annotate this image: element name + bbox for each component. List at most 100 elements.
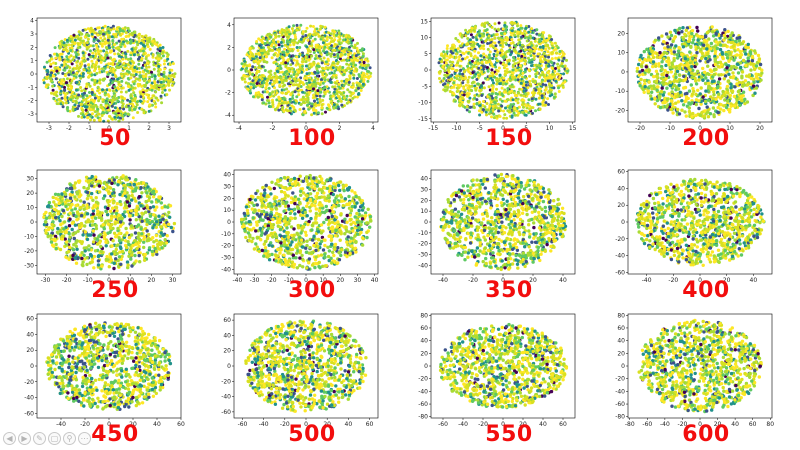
scatter-point xyxy=(76,46,80,50)
scatter-point xyxy=(245,66,249,70)
scatter-point xyxy=(526,56,530,60)
scatter-point xyxy=(272,61,276,65)
scatter-point xyxy=(142,109,146,112)
scatter-point xyxy=(494,44,498,48)
scatter-point xyxy=(136,100,139,104)
scatter-point xyxy=(511,98,515,102)
scatter-point xyxy=(531,36,535,40)
scatter-point xyxy=(466,37,470,40)
scatter-point xyxy=(138,74,142,78)
scatter-point xyxy=(99,49,103,53)
scatter-point xyxy=(129,51,133,55)
scatter-point xyxy=(150,70,153,74)
scatter-point xyxy=(456,83,460,87)
scatter-point xyxy=(354,89,358,93)
scatter-point xyxy=(467,51,471,55)
scatter-point xyxy=(477,66,481,70)
scatter-point xyxy=(271,100,275,104)
scatter-point xyxy=(248,89,252,93)
scatter-point xyxy=(121,51,125,55)
scatter-point xyxy=(522,89,526,93)
scatter-point xyxy=(527,111,531,115)
scatter-point xyxy=(301,90,305,94)
scatter-point xyxy=(295,61,299,65)
scatter-point xyxy=(102,32,105,36)
scatter-point xyxy=(736,43,740,47)
scatter-point xyxy=(145,61,149,65)
scatter-point xyxy=(263,42,267,45)
scatter-point xyxy=(445,50,449,54)
scatter-point xyxy=(318,100,322,104)
scatter-point xyxy=(557,69,561,73)
scatter-point xyxy=(544,101,548,105)
scatter-point xyxy=(476,71,480,75)
scatter-point xyxy=(60,78,64,82)
scatter-point xyxy=(511,68,515,72)
scatter-point xyxy=(540,48,544,52)
scatter-point xyxy=(73,103,77,107)
scatter-point xyxy=(105,88,109,92)
scatter-point xyxy=(120,74,124,78)
scatter-point xyxy=(108,115,112,119)
scatter-point xyxy=(77,104,81,108)
scatter-point xyxy=(253,66,257,70)
scatter-point xyxy=(272,79,276,83)
scatter-point xyxy=(116,99,120,103)
scatter-point xyxy=(83,91,86,95)
scatter-point xyxy=(64,101,68,105)
scatter-point xyxy=(159,80,163,84)
scatter-point xyxy=(85,105,89,109)
scatter-point xyxy=(494,92,498,95)
scatter-point xyxy=(95,46,99,50)
scatter-points xyxy=(437,20,570,120)
scatter-point xyxy=(518,43,522,47)
scatter-point xyxy=(67,55,71,59)
scatter-point xyxy=(90,78,94,82)
scatter-point xyxy=(157,64,161,68)
scatter-point xyxy=(547,55,550,59)
scatter-point xyxy=(251,46,255,50)
scatter-point xyxy=(538,75,541,79)
scatter-point xyxy=(168,88,171,92)
scatter-point xyxy=(297,70,301,74)
scatter-point xyxy=(150,81,154,85)
scatter-point xyxy=(316,92,319,95)
scatter-point xyxy=(81,74,85,78)
scatter-point xyxy=(281,50,285,54)
scatter-point xyxy=(520,54,524,58)
scatter-point xyxy=(349,51,353,55)
scatter-point xyxy=(551,46,555,50)
scatter-point xyxy=(151,39,155,43)
scatter-point xyxy=(307,71,311,75)
scatter-point xyxy=(293,77,297,81)
scatter-point xyxy=(293,70,297,74)
scatter-point xyxy=(515,106,519,110)
scatter-point xyxy=(454,37,458,40)
scatter-point xyxy=(69,72,73,76)
scatter-point xyxy=(300,67,304,71)
scatter-point xyxy=(168,71,172,75)
scatter-point xyxy=(550,51,554,54)
scatter-point xyxy=(677,112,682,116)
scatter-point xyxy=(104,104,108,108)
scatter-point xyxy=(90,90,94,94)
scatter-point xyxy=(262,101,266,105)
scatter-point xyxy=(299,37,303,41)
scatter-point xyxy=(443,85,447,89)
scatter-point xyxy=(170,68,174,72)
scatter-point xyxy=(245,53,249,57)
scatter-point xyxy=(331,85,335,89)
scatter-point xyxy=(482,44,486,48)
scatter-point xyxy=(484,39,488,43)
scatter-point xyxy=(101,42,104,46)
scatter-point xyxy=(538,45,542,49)
scatter-point xyxy=(495,87,498,91)
scatter-point xyxy=(49,73,52,77)
scatter-point xyxy=(453,72,457,76)
scatter-point xyxy=(64,81,68,85)
scatter-point xyxy=(505,36,509,40)
scatter-point xyxy=(102,69,106,73)
scatter-point xyxy=(504,99,508,103)
